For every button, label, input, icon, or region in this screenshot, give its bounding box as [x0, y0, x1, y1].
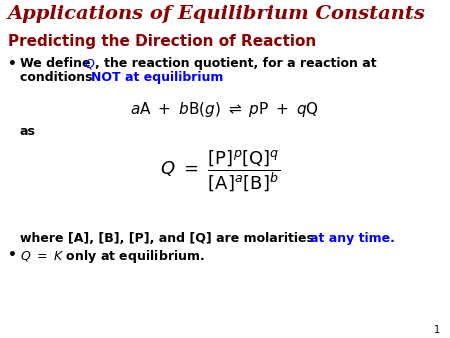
- Text: at any time.: at any time.: [310, 232, 395, 245]
- Text: $\mathit{Q}$: $\mathit{Q}$: [84, 57, 95, 71]
- Text: conditions: conditions: [20, 71, 97, 84]
- Text: We define: We define: [20, 57, 95, 70]
- Text: 1: 1: [434, 325, 440, 335]
- Text: Predicting the Direction of Reaction: Predicting the Direction of Reaction: [8, 34, 316, 49]
- Text: NOT at equilibrium: NOT at equilibrium: [91, 71, 223, 84]
- Text: $a\mathrm{A}\ +\ b\mathrm{B}(g)\ \rightleftharpoons\ p\mathrm{P}\ +\ q\mathrm{Q}: $a\mathrm{A}\ +\ b\mathrm{B}(g)\ \rightl…: [130, 100, 320, 119]
- Text: •: •: [8, 248, 17, 262]
- Text: $Q\ =\ \dfrac{[\mathrm{P}]^{p}[\mathrm{Q}]^{q}}{[\mathrm{A}]^{a}[\mathrm{B}]^{b}: $Q\ =\ \dfrac{[\mathrm{P}]^{p}[\mathrm{Q…: [160, 148, 280, 193]
- Text: Applications of Equilibrium Constants: Applications of Equilibrium Constants: [8, 5, 426, 23]
- Text: , the reaction quotient, for a reaction at: , the reaction quotient, for a reaction …: [95, 57, 377, 70]
- Text: •: •: [8, 57, 17, 71]
- Text: as: as: [20, 125, 36, 138]
- Text: $\mathit{Q}\ =\ \mathit{K}$ only at equilibrium.: $\mathit{Q}\ =\ \mathit{K}$ only at equi…: [20, 248, 205, 265]
- Text: where [A], [B], [P], and [Q] are molarities: where [A], [B], [P], and [Q] are molarit…: [20, 232, 318, 245]
